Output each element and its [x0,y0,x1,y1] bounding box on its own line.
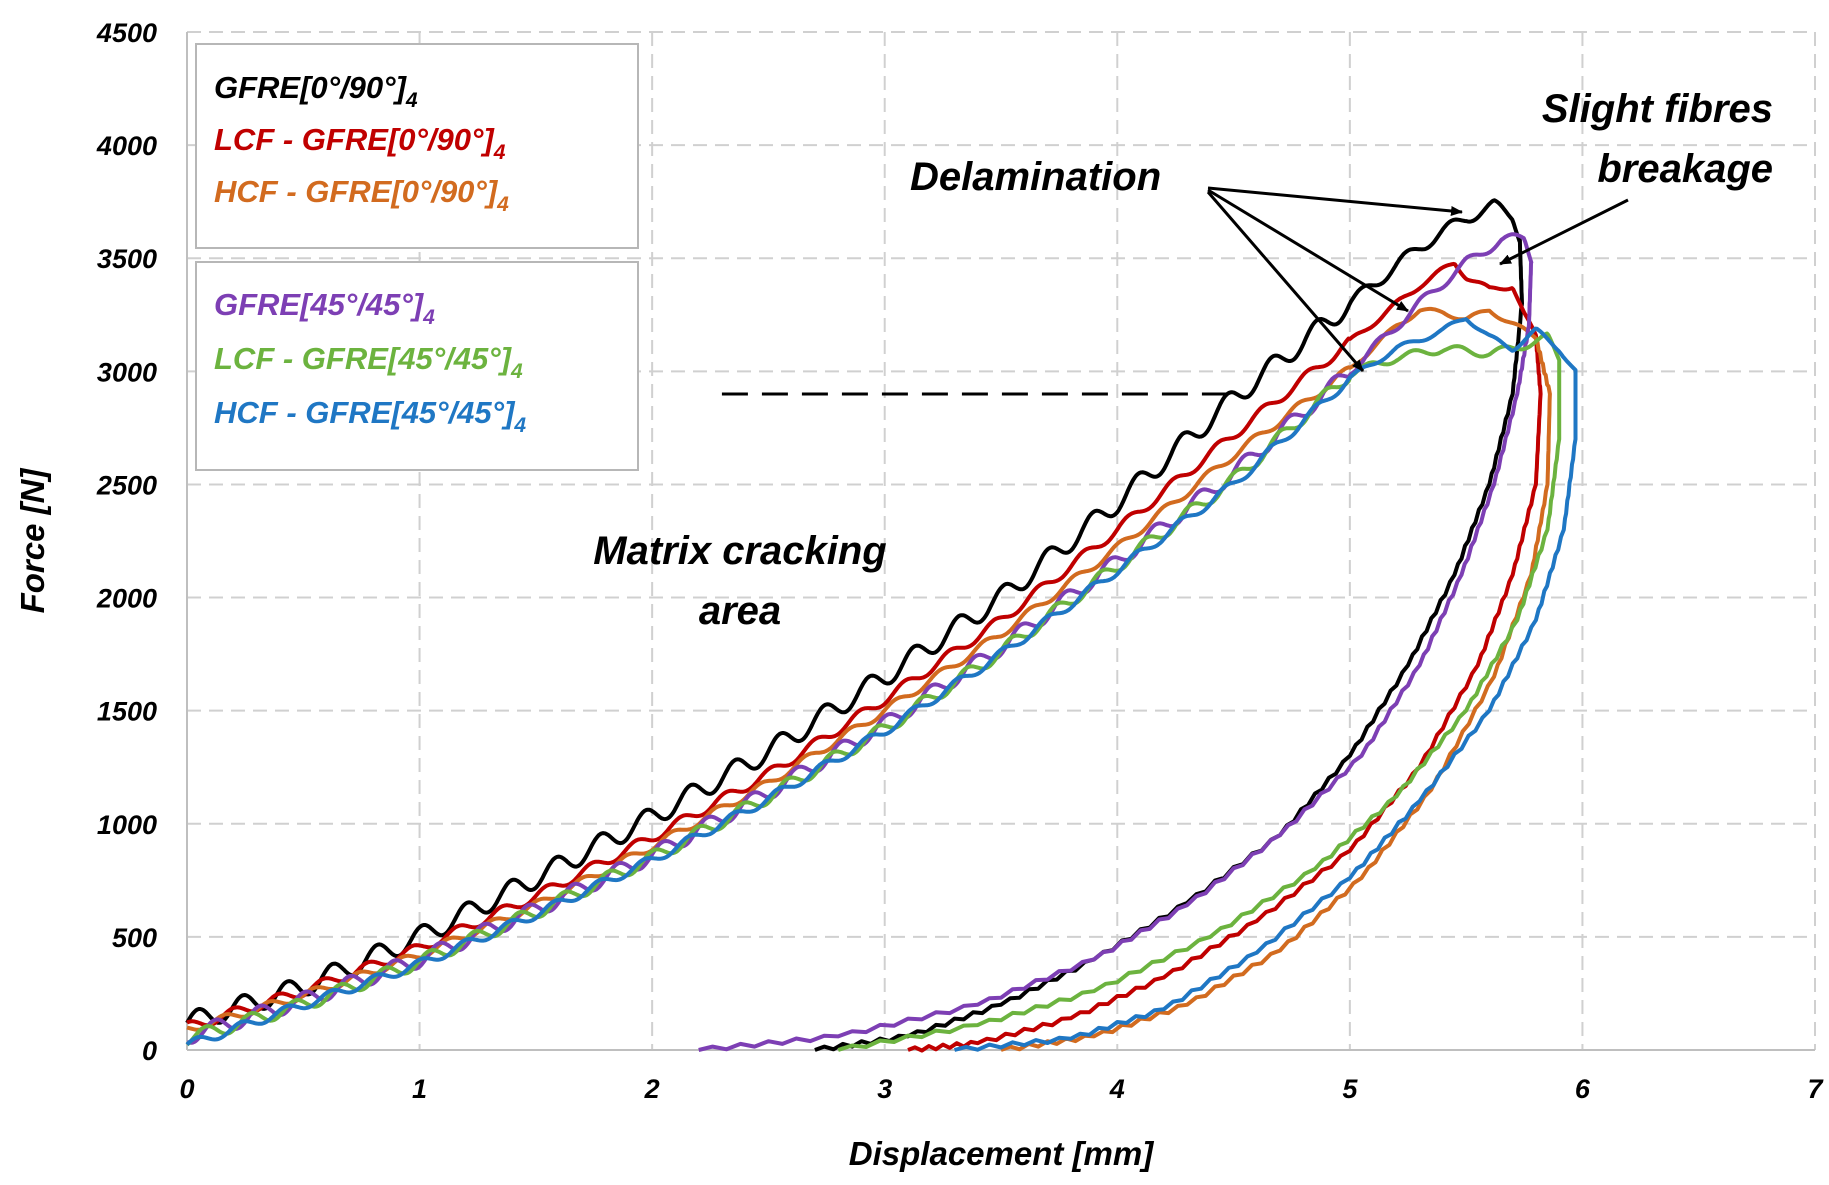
legend-entry-lcf-gfre-45-45: LCF - GFRE[45°/45°]4 [214,341,523,383]
delamination-arrow-2 [1207,188,1409,313]
series-line-2 [186,306,1552,1052]
legend-entry-hcf-gfre-0-90: HCF - GFRE[0°/90°]4 [214,174,509,216]
y-tick-label: 2500 [96,470,157,500]
delamination-arrow-1 [1207,186,1463,216]
y-tick-label: 2000 [96,584,157,614]
x-tick-label: 1 [412,1074,427,1104]
series-line-4 [185,331,1562,1052]
y-tick-label: 4000 [96,131,157,161]
legend-entry-lcf-gfre-0-90: LCF - GFRE[0°/90°]4 [214,122,506,164]
annotation-matrix-line1: Matrix cracking [593,529,886,573]
legend-entry-gfre-45-45: GFRE[45°/45°]4 [214,287,435,329]
y-axis-title: Force [N] [14,468,51,614]
series-line-5 [185,317,1578,1052]
x-tick-label: 5 [1342,1074,1358,1104]
y-tick-label: 3500 [97,244,157,274]
y-tick-label: 3000 [97,357,157,387]
x-tick-label: 3 [877,1074,892,1104]
y-tick-label: 4500 [96,18,157,48]
legend-box-45-45: GFRE[45°/45°]4 LCF - GFRE[45°/45°]4 HCF … [195,261,639,471]
annotation-matrix-line2: area [699,589,781,633]
annotation-arrows [1206,186,1629,372]
annotation-fibres-line1: Slight fibres [1542,87,1773,131]
x-tick-label: 0 [179,1074,194,1104]
y-tick-label: 500 [112,923,157,953]
x-tick-label: 6 [1575,1074,1591,1104]
legend-box-0-90: GFRE[0°/90°]4 LCF - GFRE[0°/90°]4 HCF - … [195,43,639,249]
delamination-arrow-3 [1206,191,1365,372]
y-tick-label: 0 [142,1036,157,1066]
fibre-breakage-arrow [1499,198,1629,266]
series-line-0 [185,198,1524,1052]
series-layer [185,198,1578,1053]
x-axis-title: Displacement [mm] [849,1135,1154,1172]
x-tick-label: 4 [1109,1074,1125,1104]
y-tick-label: 1500 [97,697,157,727]
annotation-fibres-line2: breakage [1597,147,1773,191]
legend-entry-gfre-0-90: GFRE[0°/90°]4 [214,70,418,112]
y-tick-label: 1000 [97,810,157,840]
x-tick-label: 2 [644,1074,660,1104]
axes: 0 1 2 3 4 5 6 7 0 500 1000 1500 2000 2500 3000 3500 4000… [96,18,1825,1104]
annotation-delamination: Delamination [910,155,1161,199]
legend-entry-hcf-gfre-45-45: HCF - GFRE[45°/45°]4 [214,395,526,437]
x-tick-label: 7 [1807,1074,1824,1104]
